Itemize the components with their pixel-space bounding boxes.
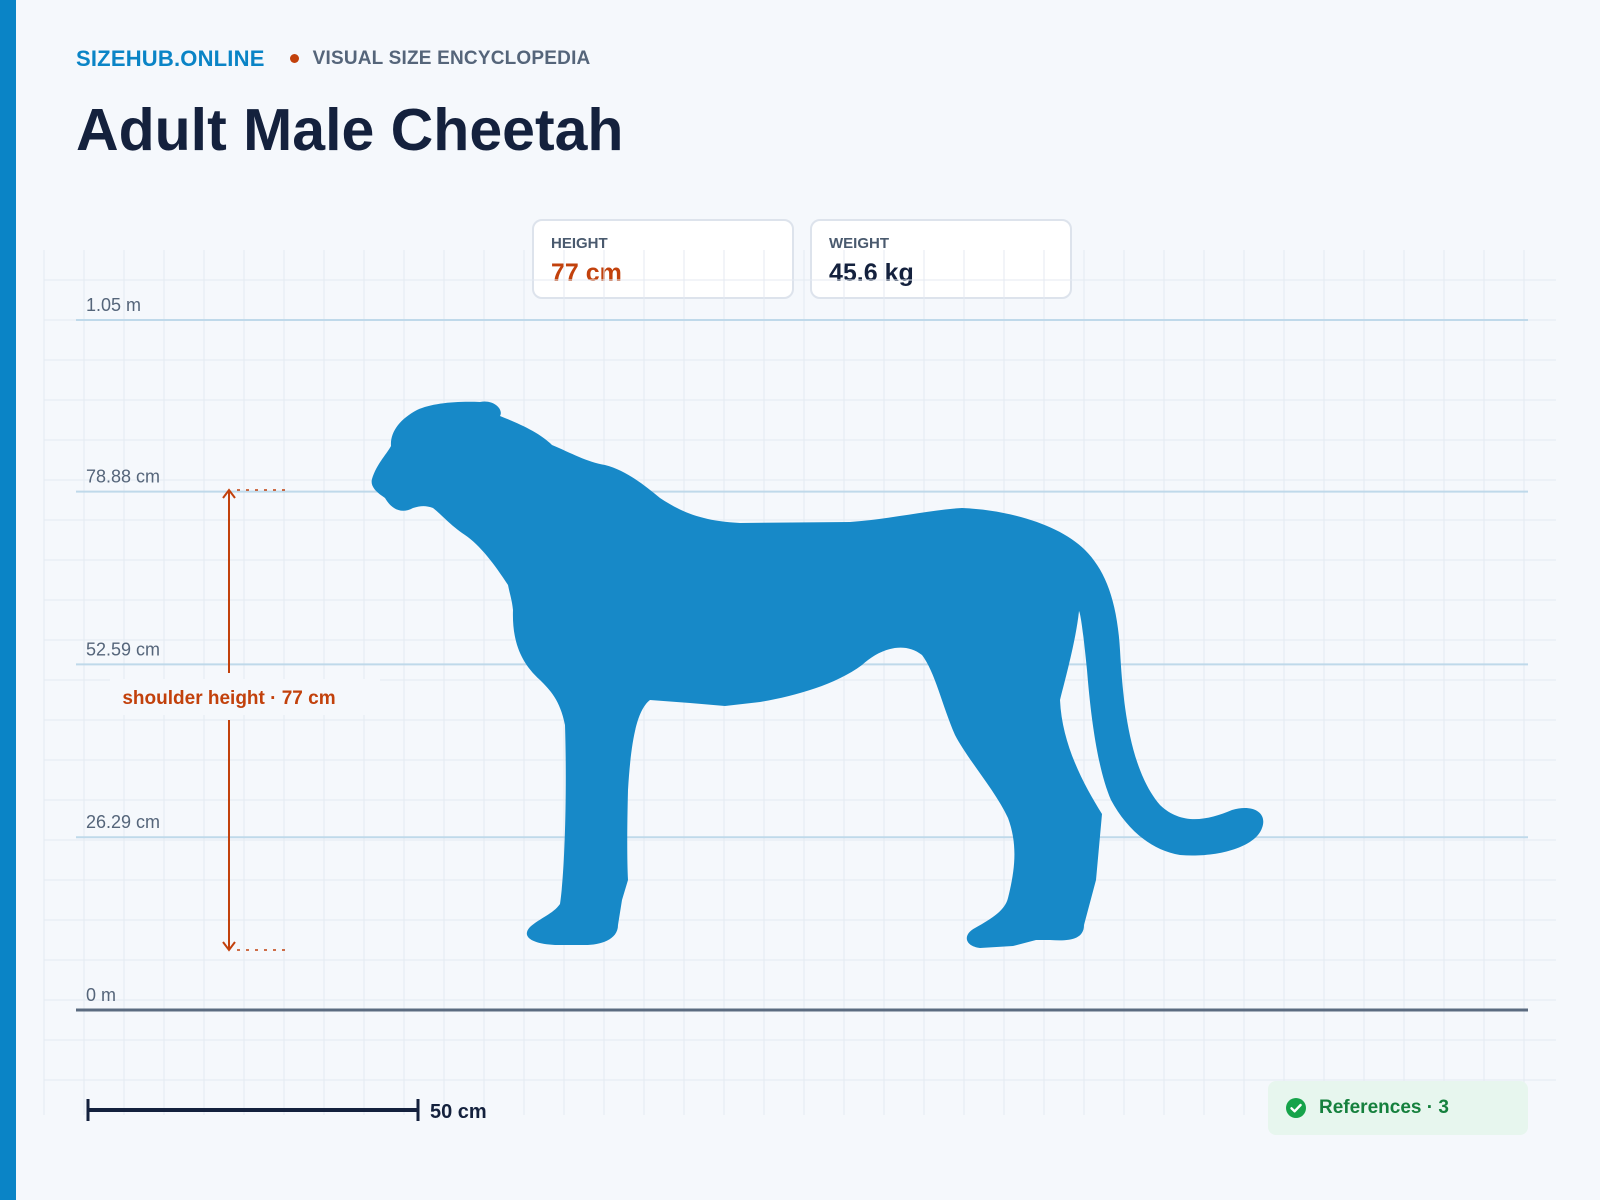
background-grid <box>43 250 1556 1115</box>
annotation-background <box>110 679 380 715</box>
shoulder-height-annotation: shoulder height · 77 cm <box>122 688 335 709</box>
accent-bar <box>0 0 16 1200</box>
weight-stat-card: WEIGHT 45.6 kg <box>810 219 1072 299</box>
references-label: References · 3 <box>1319 1097 1449 1118</box>
references-button[interactable]: References · 3 <box>1268 1081 1528 1135</box>
weight-value: 45.6 kg <box>829 259 914 287</box>
cheetah-silhouette-icon <box>371 401 1264 948</box>
scale-tick-label: 52.59 cm <box>86 639 160 659</box>
page-title: Adult Male Cheetah <box>76 97 624 163</box>
check-circle-icon <box>1286 1098 1306 1118</box>
separator-dot-icon <box>289 53 299 63</box>
shoulder-height-measure: shoulder height · 77 cm <box>110 488 380 952</box>
scale-bar: 50 cm <box>86 1099 487 1123</box>
arrow-up-icon <box>222 488 236 499</box>
scale-tick-label: 78.88 cm <box>86 467 160 487</box>
arrow-down-icon <box>222 941 236 952</box>
scale-tick-label: 26.29 cm <box>86 812 160 832</box>
height-stat-card: HEIGHT 77 cm <box>532 219 794 299</box>
scale-bar-label: 50 cm <box>430 1101 487 1123</box>
weight-label: WEIGHT <box>829 235 889 252</box>
site-tagline: VISUAL SIZE ENCYCLOPEDIA <box>312 48 591 69</box>
brand-link[interactable]: SIZEHUB.ONLINE <box>76 46 265 71</box>
height-value: 77 cm <box>551 259 622 287</box>
scale-tick-label: 1.05 m <box>86 295 141 315</box>
site-header: SIZEHUB.ONLINE VISUAL SIZE ENCYCLOPEDIA <box>76 46 590 72</box>
scale-tick-label: 0 m <box>86 985 116 1005</box>
height-label: HEIGHT <box>551 235 608 252</box>
height-scale: 1.05 m 78.88 cm 52.59 cm 26.29 cm 0 m <box>76 295 1528 1012</box>
